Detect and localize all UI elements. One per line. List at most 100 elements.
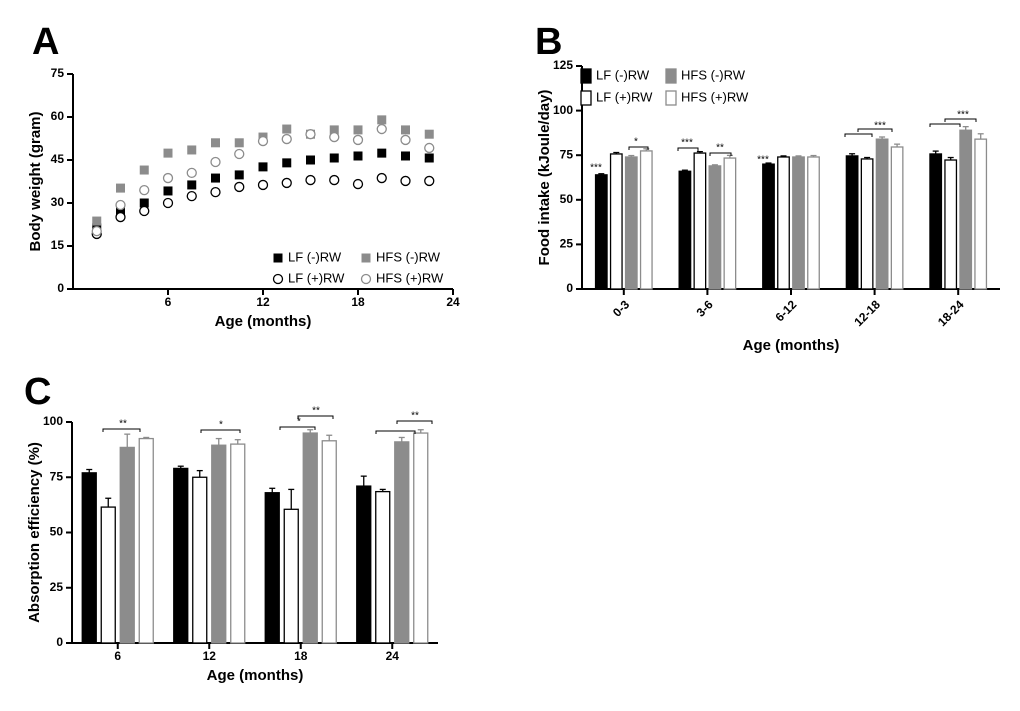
y-tick-label: 15 — [51, 238, 65, 252]
data-point — [329, 153, 339, 163]
bar — [762, 163, 775, 290]
data-point — [210, 156, 221, 168]
y-axis-title: Food intake (kJoule/day) — [536, 90, 553, 266]
x-axis-title: Age (months) — [207, 667, 304, 684]
legend-swatch — [665, 90, 677, 106]
bar — [845, 155, 859, 290]
data-point — [400, 175, 411, 187]
bar — [693, 152, 707, 290]
data-point — [234, 170, 244, 180]
bar — [302, 432, 318, 644]
y-tick-label: 0 — [56, 635, 63, 649]
bar — [264, 492, 280, 644]
data-point — [163, 148, 173, 158]
data-point — [306, 155, 315, 165]
bar — [356, 485, 372, 644]
significance-label: *** — [957, 110, 969, 121]
significance-bracket — [396, 420, 433, 424]
legend-label: HFS (+)RW — [681, 89, 749, 104]
x-tick-label: 12-18 — [851, 297, 883, 329]
data-point — [377, 148, 387, 158]
data-point — [210, 186, 221, 198]
data-point — [162, 197, 174, 209]
bar — [929, 153, 943, 290]
significance-bracket — [844, 133, 873, 137]
data-point — [401, 125, 410, 135]
data-point — [115, 211, 126, 223]
data-point — [329, 125, 339, 135]
x-axis-title: Age (months) — [743, 337, 840, 354]
data-point — [305, 174, 316, 186]
significance-bracket — [628, 146, 649, 150]
data-point — [401, 151, 410, 161]
data-point — [281, 177, 292, 189]
bar — [230, 443, 246, 644]
data-point — [186, 190, 197, 202]
x-tick-label: 24 — [446, 295, 460, 309]
data-point — [116, 183, 125, 193]
bar — [807, 156, 820, 290]
data-point — [424, 153, 434, 163]
x-tick-label: 12 — [256, 295, 270, 309]
y-tick-label: 60 — [51, 109, 65, 123]
data-point — [139, 205, 150, 217]
data-point — [211, 173, 220, 183]
bar — [375, 490, 391, 644]
data-point — [163, 186, 173, 196]
significance-bracket — [709, 152, 732, 156]
significance-bracket — [857, 128, 893, 132]
legend-marker — [360, 273, 372, 285]
bar — [173, 467, 189, 644]
bar — [875, 138, 889, 290]
bar — [138, 437, 154, 644]
significance-bracket — [944, 118, 977, 122]
bar — [959, 129, 973, 290]
bar — [974, 138, 988, 290]
data-point — [424, 142, 435, 154]
significance-label: ** — [716, 143, 724, 154]
legend-swatch — [580, 68, 592, 84]
significance-bracket — [200, 429, 241, 433]
legend-swatch — [580, 90, 592, 106]
y-tick-label: 0 — [566, 281, 573, 295]
significance-label: *** — [874, 121, 886, 132]
y-tick-label: 50 — [50, 525, 64, 539]
legend-label: LF (+)RW — [288, 270, 345, 285]
legend-marker — [273, 253, 283, 263]
x-tick-label: 12 — [203, 649, 217, 663]
x-tick-label: 24 — [386, 649, 400, 663]
bar — [860, 158, 874, 290]
legend-label: LF (-)RW — [288, 249, 342, 264]
x-tick-label: 6 — [114, 649, 121, 663]
bar — [624, 156, 638, 290]
data-point — [211, 138, 220, 148]
bar — [413, 432, 429, 644]
data-point — [305, 129, 316, 140]
x-tick-label: 0-3 — [610, 297, 632, 319]
legend-marker — [272, 273, 284, 285]
panel-label: B — [535, 21, 562, 63]
bar — [81, 472, 97, 644]
x-tick-label: 18 — [294, 649, 308, 663]
data-point — [329, 131, 340, 143]
bar — [609, 153, 623, 290]
data-point — [258, 162, 268, 172]
bar — [192, 476, 208, 644]
significance-label: ** — [119, 419, 127, 430]
data-point — [257, 179, 269, 191]
y-tick-label: 100 — [43, 414, 63, 428]
data-point — [352, 134, 364, 146]
data-point — [282, 124, 292, 134]
panel-label: C — [24, 371, 51, 413]
significance-label: *** — [590, 163, 602, 174]
bar — [283, 508, 299, 644]
y-tick-label: 45 — [51, 152, 65, 166]
legend-label: LF (-)RW — [596, 67, 650, 82]
bar — [321, 440, 337, 644]
data-point — [116, 206, 125, 216]
data-point — [377, 115, 387, 125]
data-point — [281, 133, 292, 145]
bar — [792, 156, 805, 290]
data-point — [400, 134, 411, 146]
